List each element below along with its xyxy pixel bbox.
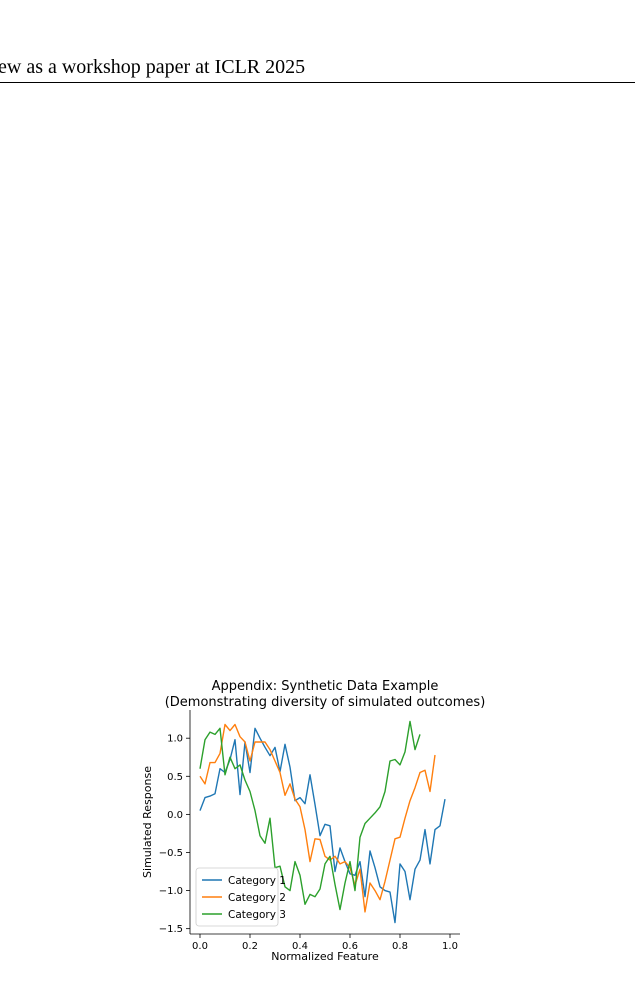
legend-box [195,867,279,927]
chart-subtitle: (Demonstrating diversity of simulated ou… [165,695,486,710]
y-tick-label: 0.5 [167,772,183,783]
x-tick-label: 0.2 [242,941,258,952]
x-tick-label: 0.4 [292,941,308,952]
x-tick-label: 0.8 [392,941,408,952]
y-tick-label: −0.5 [159,848,183,859]
y-tick-label: −1.5 [159,924,183,935]
y-tick-label: −1.0 [159,886,183,897]
legend-label-2: Category 2 [228,892,286,904]
page-header: ew as a workshop paper at ICLR 2025 [0,52,635,83]
plot-area: 0.0 0.2 0.4 0.6 0.8 1.0 −1.5 −1.0 −0.5 0.0 0.5 1.0 C… [159,710,460,952]
series-line-1 [199,727,446,924]
series-line-3 [199,720,421,911]
x-tick-label: 0.0 [192,941,208,952]
x-tick-label: 1.0 [442,941,458,952]
legend-label-3: Category 3 [228,909,286,921]
x-axis-label: Normalized Feature [271,950,379,963]
y-tick-label: 1.0 [167,734,183,745]
y-axis-label: Simulated Response [141,766,154,878]
y-tick-label: 0.0 [167,810,183,821]
x-tick-label: 0.6 [342,941,358,952]
legend-label-1: Category 1 [228,875,286,887]
line-chart: Appendix: Synthetic Data Example (Demons… [141,679,486,963]
series-line-2 [199,723,436,913]
figure: Appendix: Synthetic Data Example (Demons… [0,670,635,970]
chart-title: Appendix: Synthetic Data Example [212,679,439,694]
header-text: ew as a workshop paper at ICLR 2025 [0,56,306,78]
